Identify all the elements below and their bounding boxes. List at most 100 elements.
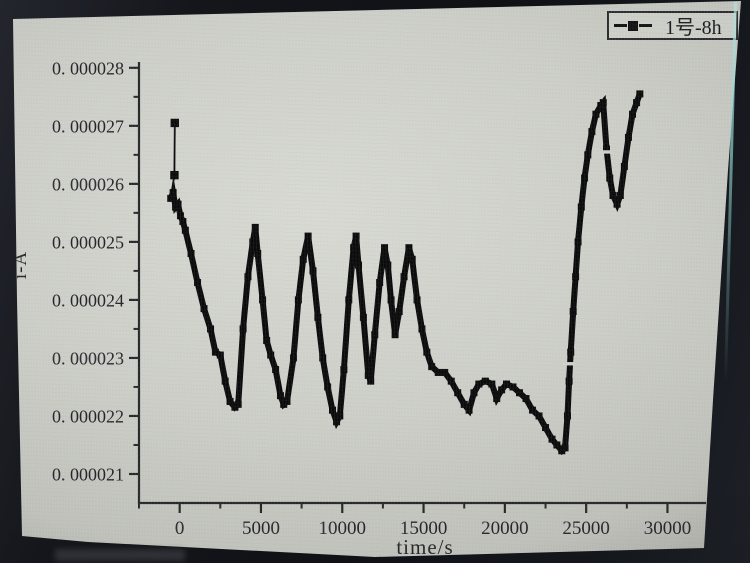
axis-lines xyxy=(137,62,706,505)
x-tick-label: 10000 xyxy=(319,518,367,539)
data-point-marker xyxy=(629,110,637,118)
data-point-marker xyxy=(428,363,436,371)
data-point-marker xyxy=(400,273,408,281)
data-point-marker xyxy=(244,273,252,281)
data-point-marker xyxy=(563,412,571,420)
data-point-marker xyxy=(609,191,617,199)
data-point-marker xyxy=(272,366,280,374)
data-point-marker xyxy=(395,308,403,316)
data-point-marker xyxy=(376,279,384,286)
data-point-marker xyxy=(535,412,543,420)
data-point-marker xyxy=(181,226,189,234)
data-point-marker xyxy=(633,99,641,107)
data-point-marker xyxy=(251,223,259,231)
data-point-marker xyxy=(588,128,596,136)
data-point-marker xyxy=(221,377,229,385)
data-point-marker xyxy=(355,261,363,269)
data-point-marker xyxy=(413,296,421,304)
data-point-marker xyxy=(324,383,332,391)
x-tick-label: 15000 xyxy=(400,518,448,539)
data-point-marker xyxy=(216,351,224,359)
data-point-marker xyxy=(405,244,413,252)
data-point-marker xyxy=(207,325,215,333)
data-point-marker xyxy=(174,200,182,208)
data-point-marker xyxy=(169,189,177,197)
data-point-marker xyxy=(194,279,202,286)
y-tick-label: 0. 000027 xyxy=(52,116,124,136)
data-point-marker xyxy=(179,218,187,226)
data-point-marker xyxy=(599,99,607,107)
bezel-reflection xyxy=(55,549,185,561)
data-point-marker xyxy=(239,325,247,333)
data-point-marker xyxy=(434,368,442,376)
data-point-marker xyxy=(572,273,580,281)
data-point-marker xyxy=(329,406,337,414)
data-point-marker xyxy=(254,249,262,257)
data-point-marker xyxy=(359,313,367,321)
data-point-marker xyxy=(304,232,312,240)
data-point-marker xyxy=(548,435,556,443)
y-axis-title: i-A xyxy=(10,250,31,280)
data-point-marker xyxy=(167,194,175,202)
data-point-marker xyxy=(336,412,344,420)
data-point-marker xyxy=(616,191,624,199)
data-point-marker xyxy=(418,325,426,333)
y-tick-label: 0. 000025 xyxy=(52,232,124,252)
data-point-marker xyxy=(226,397,234,405)
data-point-marker xyxy=(387,296,395,304)
x-axis-title: time/s xyxy=(396,535,454,559)
data-point-marker xyxy=(522,395,530,403)
y-tick-label: 0. 000024 xyxy=(52,290,124,310)
x-tick-label: 0 xyxy=(175,518,185,539)
data-point-marker xyxy=(352,232,360,240)
data-point-marker xyxy=(542,424,550,432)
data-point-marker xyxy=(408,255,416,263)
data-point-marker xyxy=(553,441,561,449)
data-point-marker xyxy=(283,397,291,405)
y-tick-label: 0. 000023 xyxy=(52,348,124,368)
data-point-marker xyxy=(465,406,473,414)
x-tick-label: 30000 xyxy=(644,518,692,539)
data-point-marker xyxy=(577,203,585,211)
data-point-marker xyxy=(391,331,399,339)
data-point-marker xyxy=(603,145,610,153)
data-point-marker xyxy=(187,249,195,257)
x-tick-label: 25000 xyxy=(562,518,610,539)
data-point-marker xyxy=(367,377,375,385)
data-point-marker xyxy=(493,395,501,403)
legend-marker-icon xyxy=(614,20,652,31)
data-point-marker xyxy=(574,238,582,246)
data-point-marker xyxy=(249,238,257,246)
line-gap xyxy=(600,150,614,154)
data-point-marker xyxy=(234,400,242,408)
data-point-marker xyxy=(309,267,317,275)
y-tick-label: 0. 000022 xyxy=(52,406,124,426)
data-point-marker xyxy=(565,377,573,385)
data-point-marker xyxy=(345,296,353,304)
line-gap xyxy=(561,362,575,366)
data-point-marker xyxy=(454,389,462,397)
data-point-marker xyxy=(509,383,517,391)
data-point-marker xyxy=(606,174,614,182)
data-point-marker xyxy=(584,151,592,159)
data-point-marker xyxy=(289,354,297,362)
data-point-marker xyxy=(567,348,575,356)
y-tick-label: 0. 000021 xyxy=(52,464,124,484)
data-point-marker xyxy=(561,444,569,452)
data-point-marker xyxy=(569,308,577,316)
data-point-marker xyxy=(592,110,600,118)
data-point-marker xyxy=(314,313,322,321)
data-point-marker xyxy=(259,296,267,304)
data-point-marker xyxy=(211,348,219,356)
data-point-marker xyxy=(488,380,496,388)
data-point-marker xyxy=(340,366,348,374)
data-point-marker xyxy=(170,118,179,128)
data-point-marker xyxy=(299,255,307,263)
data-point-marker xyxy=(516,389,524,397)
data-point-marker xyxy=(170,170,179,180)
data-point-marker xyxy=(319,354,327,362)
data-point-marker xyxy=(263,337,271,345)
